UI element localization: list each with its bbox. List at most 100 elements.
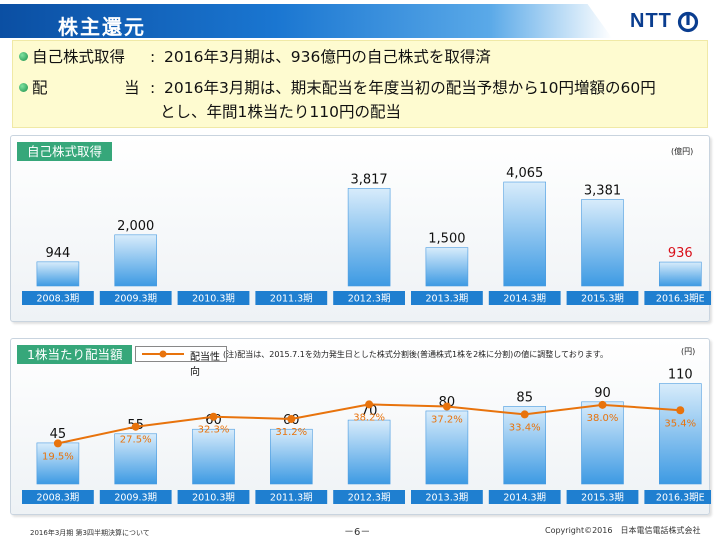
- summary-text-dividend-2: とし、年間1株当たり110円の配当: [160, 103, 401, 121]
- payout-ratio-label: 32.3%: [198, 425, 230, 436]
- category-label-box: [22, 490, 94, 504]
- category-label: 2012.3期: [348, 493, 391, 504]
- category-label-box: [566, 291, 639, 305]
- bar: [425, 410, 469, 485]
- category-label: 2011.3期: [270, 294, 313, 305]
- ntt-loop-icon: [677, 11, 698, 32]
- category-label-box: [488, 291, 561, 305]
- bar: [581, 401, 624, 485]
- payout-ratio-label: 38.0%: [587, 413, 619, 424]
- summary-label-dividend-b: 当: [124, 79, 140, 97]
- category-label: 2008.3期: [37, 493, 80, 504]
- data-label: 70: [361, 404, 378, 419]
- category-label-box: [333, 490, 405, 504]
- payout-ratio-label: 31.2%: [275, 427, 307, 438]
- bar: [114, 234, 157, 287]
- category-label-box: [411, 490, 483, 504]
- bullet-icon: [19, 52, 28, 61]
- bar: [192, 428, 235, 485]
- category-label: 2008.3期: [37, 294, 80, 305]
- data-label: 4,065: [506, 166, 543, 181]
- legend: 配当性向: [135, 346, 227, 378]
- logo-text: NTT: [630, 10, 672, 32]
- category-label-box: [333, 291, 405, 305]
- bar: [347, 419, 391, 485]
- buyback-unit: (億円): [671, 147, 694, 156]
- category-label-box: [255, 291, 328, 305]
- footer-doc-title: 2016年3月期 第3四半期決算について: [30, 529, 150, 537]
- payout-ratio-point: [442, 402, 451, 411]
- category-label-box: [22, 291, 94, 305]
- bar: [36, 442, 80, 485]
- category-label-box: [177, 291, 250, 305]
- category-label-box: [488, 490, 561, 504]
- category-label-box: [644, 490, 711, 504]
- bar: [658, 261, 702, 287]
- category-label: 2012.3期: [348, 294, 391, 305]
- ntt-logo: NTT: [630, 10, 699, 33]
- summary-row-dividend: 配当:2016年3月期は、期末配当を年度当初の配当予想から10円増額の60円: [19, 77, 656, 99]
- bar: [581, 199, 624, 287]
- dividend-chart: 2008.3期452009.3期552010.3期602011.3期602012…: [22, 368, 711, 504]
- category-label-box: [644, 291, 711, 305]
- category-label-box: [177, 490, 250, 504]
- data-label: 3,381: [584, 184, 621, 199]
- copyright: Copyright©2016 日本電信電話株式会社: [545, 526, 701, 535]
- legend-label: 配当性向: [190, 352, 220, 378]
- category-label-box: [255, 490, 328, 504]
- category-label: 2014.3期: [503, 294, 546, 305]
- category-label-box: [99, 291, 172, 305]
- data-label: 85: [516, 390, 533, 405]
- payout-ratio-point: [365, 400, 374, 409]
- payout-ratio-point: [287, 415, 296, 423]
- category-label: 2011.3期: [270, 493, 313, 504]
- category-label: 2015.3期: [581, 294, 624, 305]
- bar: [36, 261, 80, 287]
- summary-row-buyback: 自己株式取得:2016年3月期は、936億円の自己株式を取得済: [19, 46, 491, 68]
- payout-ratio-point: [131, 422, 140, 431]
- dividend-note: (注)配当は、2015.7.1を効力発生日とした株式分割後(普通株式1株を2株に…: [223, 350, 609, 359]
- payout-ratio-point: [520, 410, 529, 419]
- dividend-unit: (円): [681, 347, 696, 356]
- summary-text-buyback: 2016年3月期は、936億円の自己株式を取得済: [164, 48, 491, 66]
- data-label: 936: [668, 246, 693, 261]
- payout-ratio-point: [53, 439, 62, 448]
- buyback-panel: 自己株式取得 (億円) 2008.3期 944 2009.3期 2,000 2010.3…: [10, 135, 711, 322]
- bullet-icon: [19, 83, 28, 92]
- dividend-panel-label: 1株当たり配当額: [17, 345, 133, 364]
- category-label: 2013.3期: [426, 493, 469, 504]
- category-label: 2010.3期: [192, 294, 235, 305]
- buyback-chart: 2008.3期 944 2009.3期 2,000 2010.3期 2011.3期 2012…: [22, 166, 711, 305]
- category-label: 2009.3期: [114, 294, 157, 305]
- category-label: 2014.3期: [503, 493, 546, 504]
- category-label: 2009.3期: [114, 493, 157, 504]
- bar: [503, 406, 547, 485]
- data-label: 3,817: [350, 172, 387, 187]
- category-label-box: [411, 291, 483, 305]
- page-title: 株主還元: [58, 15, 146, 39]
- page-number: －6－: [344, 527, 371, 538]
- category-label-box: [566, 490, 639, 504]
- category-label-box: [99, 490, 172, 504]
- dividend-panel: 1株当たり配当額 配当性向 (注)配当は、2015.7.1を効力発生日とした株式…: [10, 338, 711, 515]
- category-label: 2016.3期E: [656, 493, 705, 504]
- category-label: 2016.3期E: [656, 294, 705, 305]
- summary-text-dividend-1: 2016年3月期は、期末配当を年度当初の配当予想から10円増額の60円: [164, 79, 656, 97]
- summary-label-dividend-a: 配: [32, 79, 48, 97]
- data-label: 110: [668, 368, 693, 383]
- payout-ratio-label: 35.4%: [664, 418, 696, 429]
- payout-ratio-label: 37.2%: [431, 415, 463, 426]
- payout-ratio-point: [598, 400, 607, 409]
- data-label: 90: [594, 386, 611, 401]
- bar: [269, 428, 313, 485]
- data-label: 944: [45, 246, 70, 261]
- summary-row-dividend-cont: とし、年間1株当たり110円の配当: [160, 101, 401, 123]
- bar: [503, 181, 547, 287]
- data-label: 45: [50, 427, 67, 442]
- payout-ratio-point: [209, 412, 218, 421]
- summary-box: 自己株式取得:2016年3月期は、936億円の自己株式を取得済 配当:2016年…: [12, 40, 708, 128]
- payout-ratio-point: [676, 406, 685, 415]
- bar: [425, 247, 469, 287]
- buyback-panel-label: 自己株式取得: [17, 142, 113, 161]
- payout-ratio-label: 33.4%: [509, 422, 541, 433]
